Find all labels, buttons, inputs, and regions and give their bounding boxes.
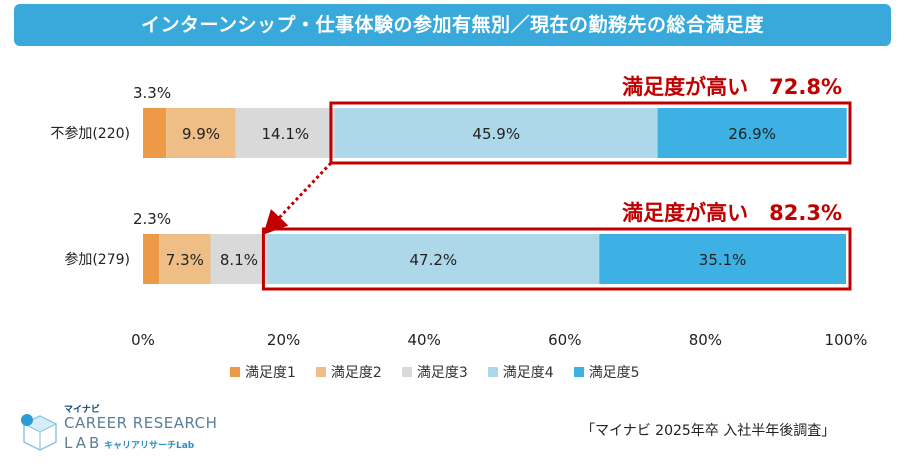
data-label: 8.1% <box>220 251 258 269</box>
source-note: 「マイナビ 2025年卒 入社半年後調査」 <box>581 423 836 439</box>
legend-swatch <box>573 367 584 377</box>
data-label: 35.1% <box>699 251 747 269</box>
legend-swatch <box>487 367 498 377</box>
bar-segment <box>143 108 167 158</box>
logo-line1-text: CAREER RESEARCH <box>64 414 218 432</box>
legend-label: 満足度1 <box>245 365 296 381</box>
bar-segment <box>143 234 160 284</box>
highlight-label: 満足度が高い 72.8% <box>622 75 842 99</box>
data-label: 26.9% <box>728 125 776 143</box>
x-tick-label: 60% <box>548 331 581 349</box>
category-label: 不参加(220) <box>50 125 130 142</box>
bar-segment <box>267 234 600 284</box>
x-tick-label: 20% <box>267 331 300 349</box>
legend-label: 満足度2 <box>330 365 382 381</box>
bar-segment <box>334 108 658 158</box>
x-tick-label: 40% <box>408 331 441 349</box>
legend-swatch <box>315 367 326 377</box>
bar-segment <box>657 108 847 158</box>
data-label: 45.9% <box>472 125 520 143</box>
legend-item: 満足度2 <box>315 362 382 382</box>
highlight-box <box>261 227 852 291</box>
legend-item: 満足度4 <box>487 362 554 382</box>
cube-logo-icon <box>21 414 58 451</box>
logo-brand-text: マイナビ <box>64 405 100 415</box>
bar-segment <box>166 108 236 158</box>
legend-item: 満足度3 <box>401 362 468 382</box>
data-label: 9.9% <box>182 125 220 143</box>
x-tick-label: 100% <box>825 331 868 349</box>
career-research-lab-logo: マイナビ CAREER RESEARCH LAB キャリアリサーチLab <box>18 402 218 458</box>
highlight-box <box>329 101 852 165</box>
legend-item: 満足度5 <box>573 362 640 382</box>
x-tick-label: 80% <box>689 331 722 349</box>
bar-segment <box>235 108 335 158</box>
data-label: 47.2% <box>410 251 458 269</box>
legend-swatch <box>230 367 240 377</box>
logo-line2-text: LAB <box>64 434 103 452</box>
legend-label: 満足度3 <box>416 365 468 381</box>
logo-sub-text: キャリアリサーチLab <box>104 441 195 451</box>
chart-legend: 満足度1 満足度2 満足度3 満足度4 満足度5 <box>230 362 640 382</box>
data-label: 7.3% <box>166 251 204 269</box>
bar-segment <box>599 234 846 284</box>
data-label: 3.3% <box>133 84 171 102</box>
comparison-arrow <box>263 161 333 235</box>
data-label: 2.3% <box>133 210 171 228</box>
chart-title: インターンシップ・仕事体験の参加有無別／現在の勤務先の総合満足度 <box>14 4 891 46</box>
highlight-label: 満足度が高い 82.3% <box>622 201 842 225</box>
x-tick-label: 0% <box>131 331 155 349</box>
legend-label: 満足度4 <box>502 365 554 381</box>
legend-swatch <box>401 367 412 377</box>
bar-segment <box>210 234 268 284</box>
data-label: 14.1% <box>262 125 310 143</box>
legend-label: 満足度5 <box>588 365 640 381</box>
legend-item: 満足度1 <box>230 362 296 382</box>
category-label: 参加(279) <box>64 251 130 268</box>
bar-segment <box>159 234 211 284</box>
